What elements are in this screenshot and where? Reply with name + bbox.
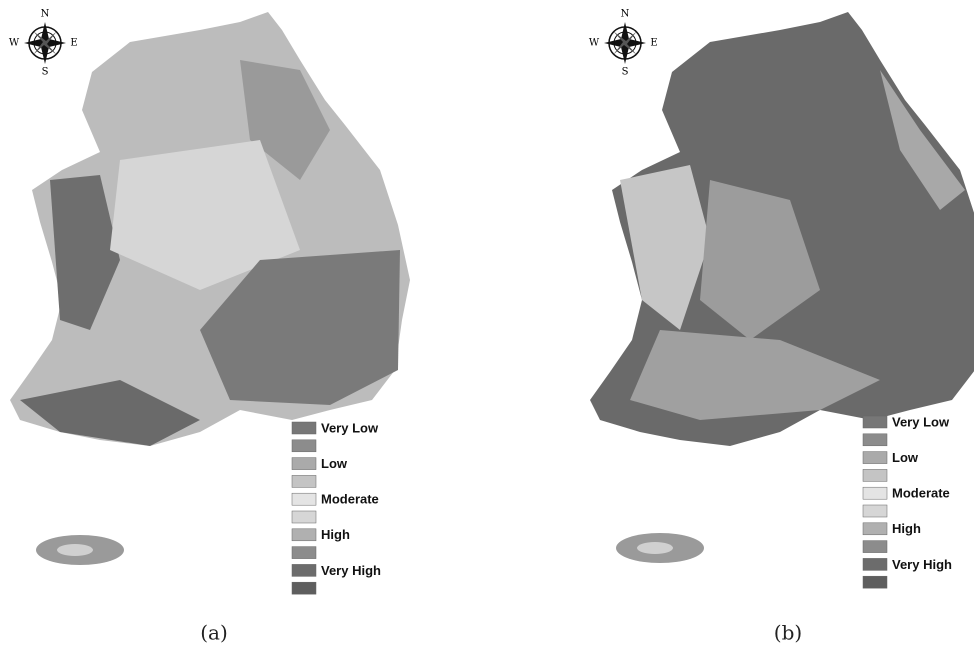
compass: N S W E [9,9,78,78]
compass-n: N [41,9,50,20]
legend-swatch [863,434,887,446]
legend-label: High [321,527,350,542]
legend-swatch [292,529,316,541]
legend-swatch [863,558,887,570]
legend-swatch [292,422,316,434]
legend-swatch [292,458,316,470]
compass-w: W [589,38,600,49]
compass-rose [24,22,66,64]
compass-w: W [9,38,20,49]
compass-n: N [621,9,630,20]
compass: N S W E [589,9,658,78]
legend-swatch [292,493,316,505]
legend: Very Low Low Moderate High Very High [292,420,381,594]
legend-label: Low [321,456,348,471]
legend-label: Very High [892,557,952,572]
legend-swatch [863,469,887,481]
legend-swatch [863,505,887,517]
caption: (b) [774,621,802,645]
legend-swatch [292,582,316,594]
legend-label: Very Low [892,414,950,429]
legend-swatch [292,475,316,487]
legend-label: Very High [321,563,381,578]
map-panel: N S W E [589,9,974,564]
legend-swatch [863,523,887,535]
legend-swatch [292,564,316,576]
compass-s: S [42,67,49,78]
legend-swatch [292,547,316,559]
compass-e: E [70,38,77,49]
legend-swatch [863,541,887,553]
compass-e: E [650,38,657,49]
legend-swatch [863,452,887,464]
legend-label: Low [892,450,919,465]
island [637,542,673,554]
caption: (a) [200,621,228,645]
island [57,544,93,556]
legend-swatch [292,511,316,523]
legend-swatch [863,416,887,428]
legend-label: High [892,521,921,536]
legend-swatch [292,440,316,452]
legend-label: Moderate [892,486,950,501]
legend: Very Low Low Moderate High Very High [863,414,952,588]
legend-label: Very Low [321,420,379,435]
compass-rose [604,22,646,64]
legend-swatch [863,576,887,588]
legend-swatch [863,487,887,499]
legend-label: Moderate [321,492,379,507]
compass-s: S [622,67,629,78]
map-panel: N S W E [9,9,410,566]
figure: N S W E N S W E Very Low Low Moderate High Very Hi… [0,0,974,648]
